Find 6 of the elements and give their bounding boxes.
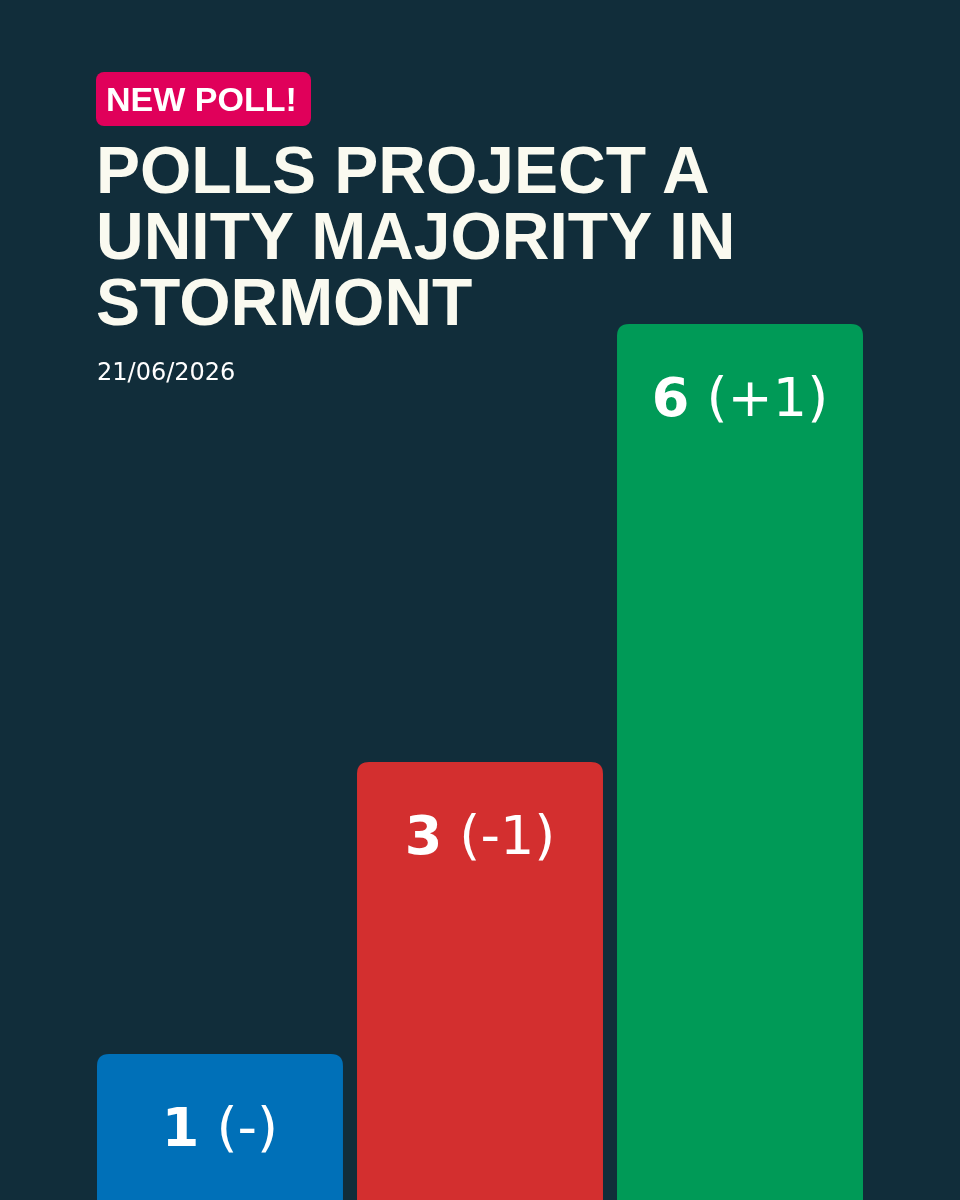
chart-title: POLLS PROJECT A UNITY MAJORITY IN STORMONT [96, 133, 736, 340]
data-label: 3 (-1) [404, 804, 556, 867]
data-label: 1 (-) [161, 1096, 279, 1159]
text: NEW POLL! [106, 80, 297, 118]
annotation: 21/06/2026 [97, 358, 236, 386]
data-label: 6 (+1) [651, 366, 829, 429]
